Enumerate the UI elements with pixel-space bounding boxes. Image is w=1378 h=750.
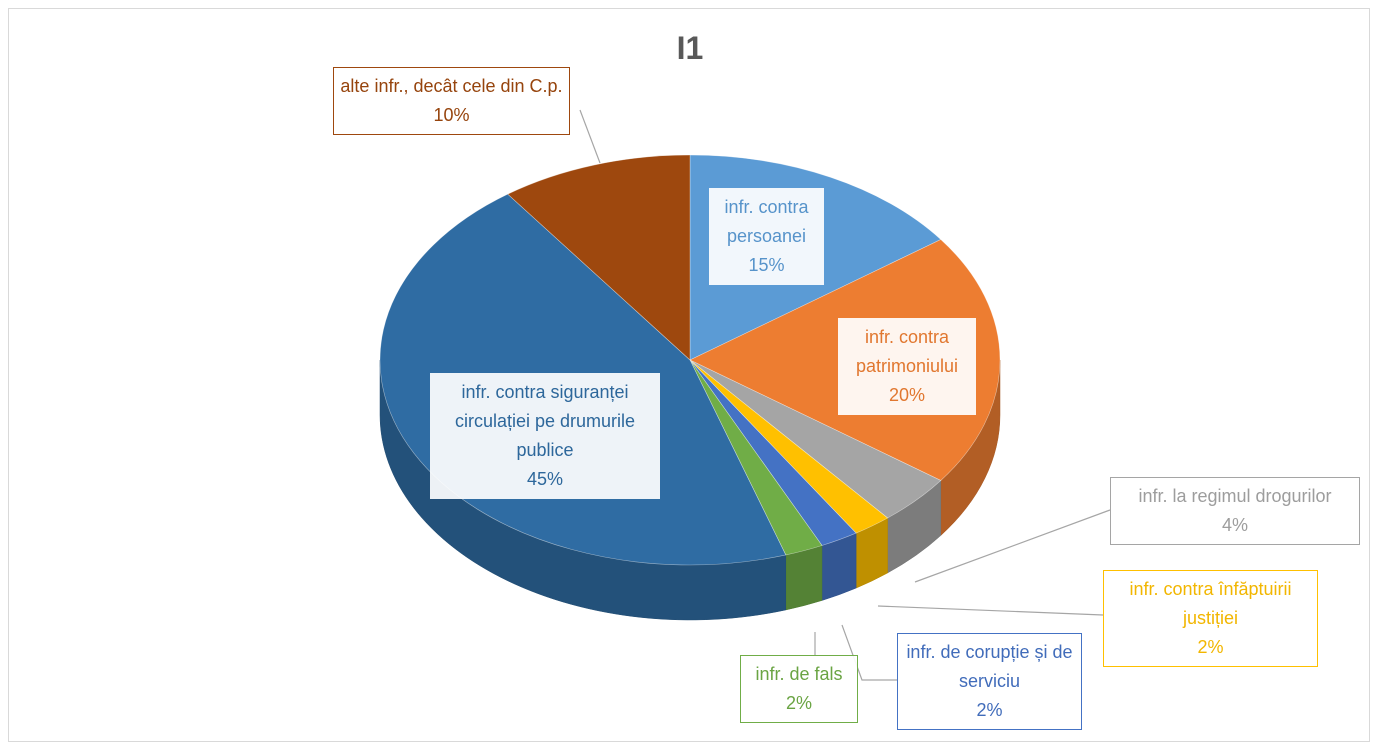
data-label: infr. contra înfăptuirii justiției 2% — [1103, 570, 1318, 667]
data-label: infr. de corupție și de serviciu 2% — [897, 633, 1082, 730]
data-label: infr. contra persoanei 15% — [709, 188, 824, 285]
data-label: alte infr., decât cele din C.p. 10% — [333, 67, 570, 135]
label-category: infr. contra înfăptuirii justiției — [1129, 579, 1292, 628]
label-value: 20% — [888, 385, 926, 405]
label-value: 4% — [1221, 515, 1248, 535]
label-category: alte infr., decât cele din C.p. — [340, 76, 563, 96]
label-category: infr. de fals — [755, 664, 843, 684]
label-category: infr. la regimul drogurilor — [1138, 486, 1332, 506]
leader-line — [914, 509, 1111, 583]
label-category: infr. de corupție și de serviciu — [906, 642, 1073, 691]
data-label: infr. de fals 2% — [740, 655, 858, 723]
leader-line — [877, 605, 1104, 616]
label-value: 10% — [433, 105, 470, 125]
label-category: infr. contra siguranței circulației pe d… — [454, 382, 636, 460]
pie-slice — [507, 154, 691, 361]
leader-line — [841, 624, 897, 681]
chart-title: I1 — [676, 30, 704, 66]
label-value: 2% — [785, 693, 812, 713]
label-value: 2% — [976, 700, 1003, 720]
slice-side — [785, 545, 823, 611]
label-value: 15% — [748, 255, 785, 275]
label-category: infr. contra patrimoniului — [855, 327, 959, 376]
data-label: infr. contra siguranței circulației pe d… — [430, 373, 660, 499]
label-category: infr. contra persoanei — [724, 197, 809, 246]
data-label: infr. la regimul drogurilor 4% — [1110, 477, 1360, 545]
label-value: 2% — [1197, 637, 1224, 657]
data-label: infr. contra patrimoniului 20% — [838, 318, 976, 415]
label-value: 45% — [526, 469, 564, 489]
leader-line — [579, 109, 601, 164]
